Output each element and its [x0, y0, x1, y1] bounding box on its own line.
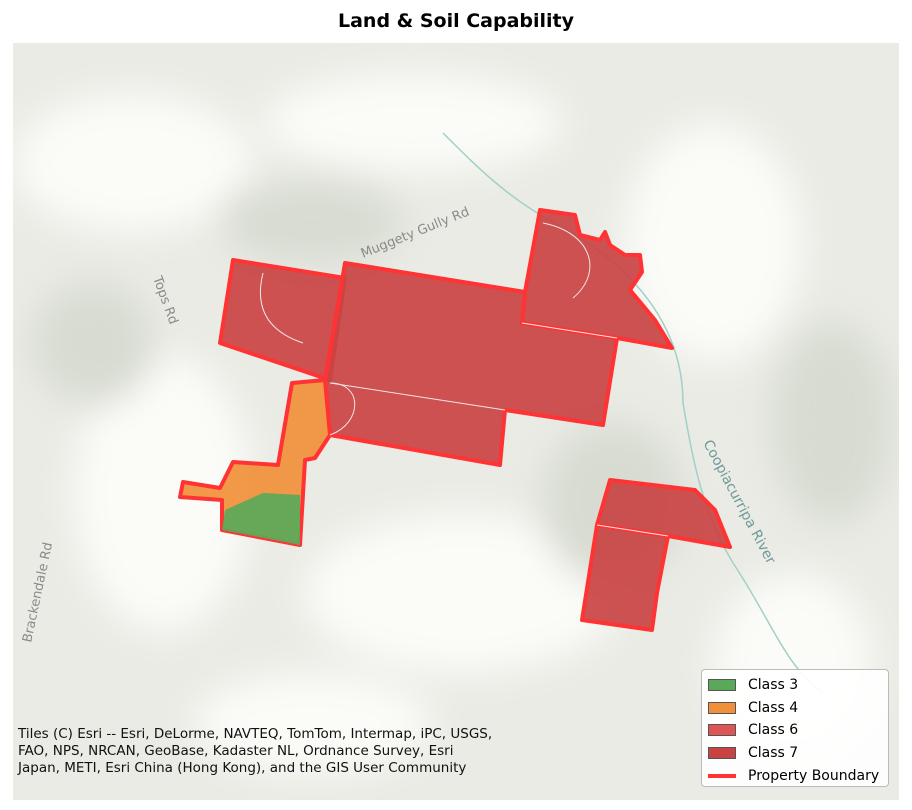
parcels — [178, 208, 732, 632]
legend-entry: Class 7 — [708, 742, 882, 765]
legend-label: Property Boundary — [748, 767, 880, 784]
legend-swatch — [708, 679, 736, 692]
parcel — [520, 208, 674, 350]
legend-label: Class 3 — [748, 677, 799, 694]
legend: Class 3 Class 4 Class 6 Class 7 Property Bou… — [701, 669, 889, 787]
legend-swatch — [708, 701, 736, 714]
class-lines — [259, 222, 669, 537]
legend-label: Class 7 — [748, 745, 799, 762]
legend-label: Class 6 — [748, 722, 799, 739]
legend-entry: Property Boundary — [708, 764, 882, 787]
map-title: Land & Soil Capability — [337, 10, 575, 32]
attribution: Tiles (C) Esri -- Esri, DeLorme, NAVTEQ,… — [18, 726, 493, 776]
legend-label: Class 4 — [748, 699, 799, 716]
parcel — [580, 523, 670, 632]
legend-entry: Class 4 — [708, 697, 882, 720]
river — [442, 132, 824, 694]
legend-swatch — [708, 724, 736, 737]
parcel — [222, 493, 300, 545]
legend-entry: Class 6 — [708, 719, 882, 742]
legend-swatch — [708, 773, 736, 778]
legend-swatch — [708, 747, 736, 760]
legend-entry: Class 3 — [708, 674, 882, 697]
